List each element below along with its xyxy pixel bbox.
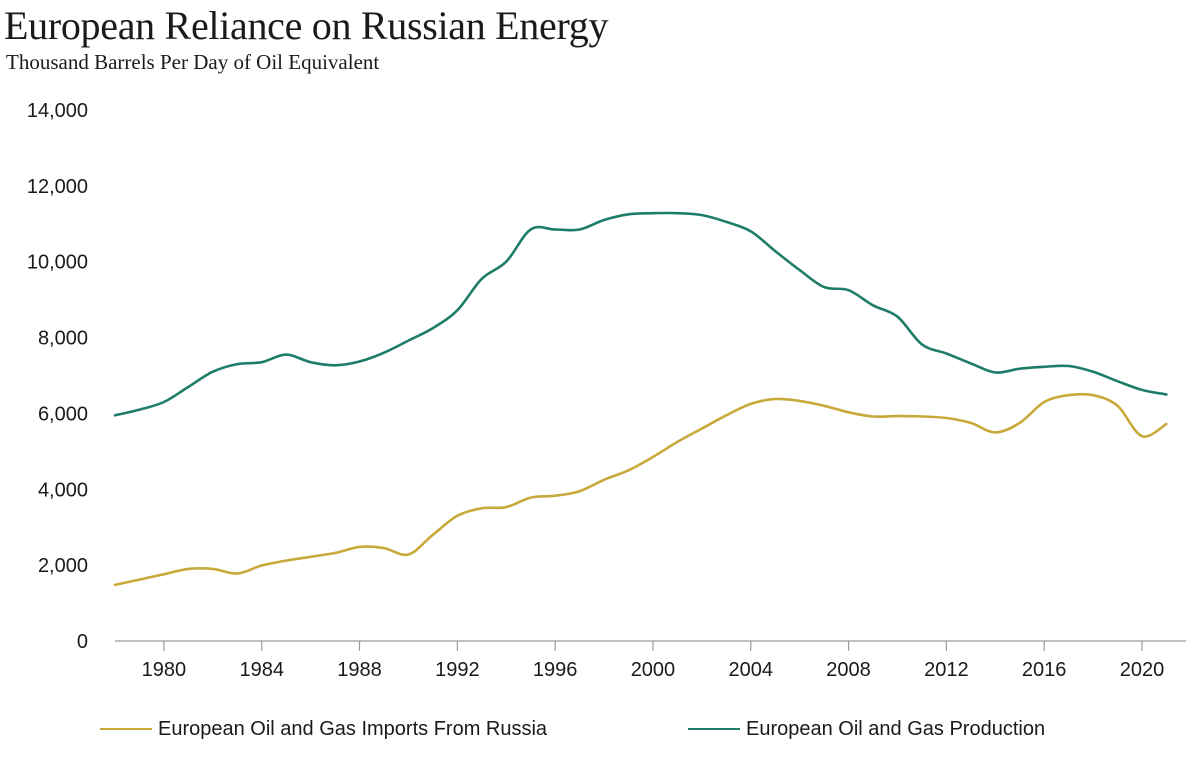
chart-subtitle: Thousand Barrels Per Day of Oil Equivale… <box>6 50 380 74</box>
series-line-production <box>113 211 1168 417</box>
x-tick-label: 2020 <box>1120 659 1165 681</box>
legend-label-imports: European Oil and Gas Imports From Russia <box>158 717 548 740</box>
legend: European Oil and Gas Imports From Russia… <box>0 714 1200 744</box>
x-tick-label: 1984 <box>239 659 284 681</box>
y-tick-label: 6,000 <box>38 403 88 425</box>
x-tick-label: 1992 <box>435 659 480 681</box>
legend-item-production: European Oil and Gas Production <box>688 714 1045 744</box>
y-tick-label: 14,000 <box>27 100 88 122</box>
x-tick-label: 2016 <box>1022 659 1067 681</box>
x-tick-label: 1996 <box>533 659 578 681</box>
series-line-imports <box>113 392 1168 587</box>
y-axis-labels: 0 2,000 4,000 6,000 8,000 10,000 12,000 14,000 <box>27 100 88 653</box>
series-lines <box>113 211 1168 587</box>
x-tick-label: 1988 <box>337 659 382 681</box>
legend-swatch-imports <box>100 727 152 731</box>
x-tick-label: 2008 <box>826 659 871 681</box>
x-axis: 1980 1984 1988 1992 1996 2000 2004 2008 2012 2016… <box>115 640 1186 681</box>
x-tick-label: 2012 <box>924 659 969 681</box>
y-tick-label: 8,000 <box>38 328 88 350</box>
chart-title: European Reliance on Russian Energy <box>4 3 609 48</box>
x-tick-label: 2004 <box>729 659 774 681</box>
legend-swatch-production <box>688 727 740 731</box>
legend-item-imports: European Oil and Gas Imports From Russia <box>100 714 547 744</box>
y-tick-label: 10,000 <box>27 252 88 274</box>
x-tick-label: 2000 <box>631 659 676 681</box>
y-tick-label: 2,000 <box>38 555 88 577</box>
y-tick-label: 4,000 <box>38 479 88 501</box>
y-tick-label: 12,000 <box>27 176 88 198</box>
y-tick-label: 0 <box>77 631 88 653</box>
x-tick-label: 1980 <box>142 659 187 681</box>
legend-label-production: European Oil and Gas Production <box>746 717 1046 740</box>
